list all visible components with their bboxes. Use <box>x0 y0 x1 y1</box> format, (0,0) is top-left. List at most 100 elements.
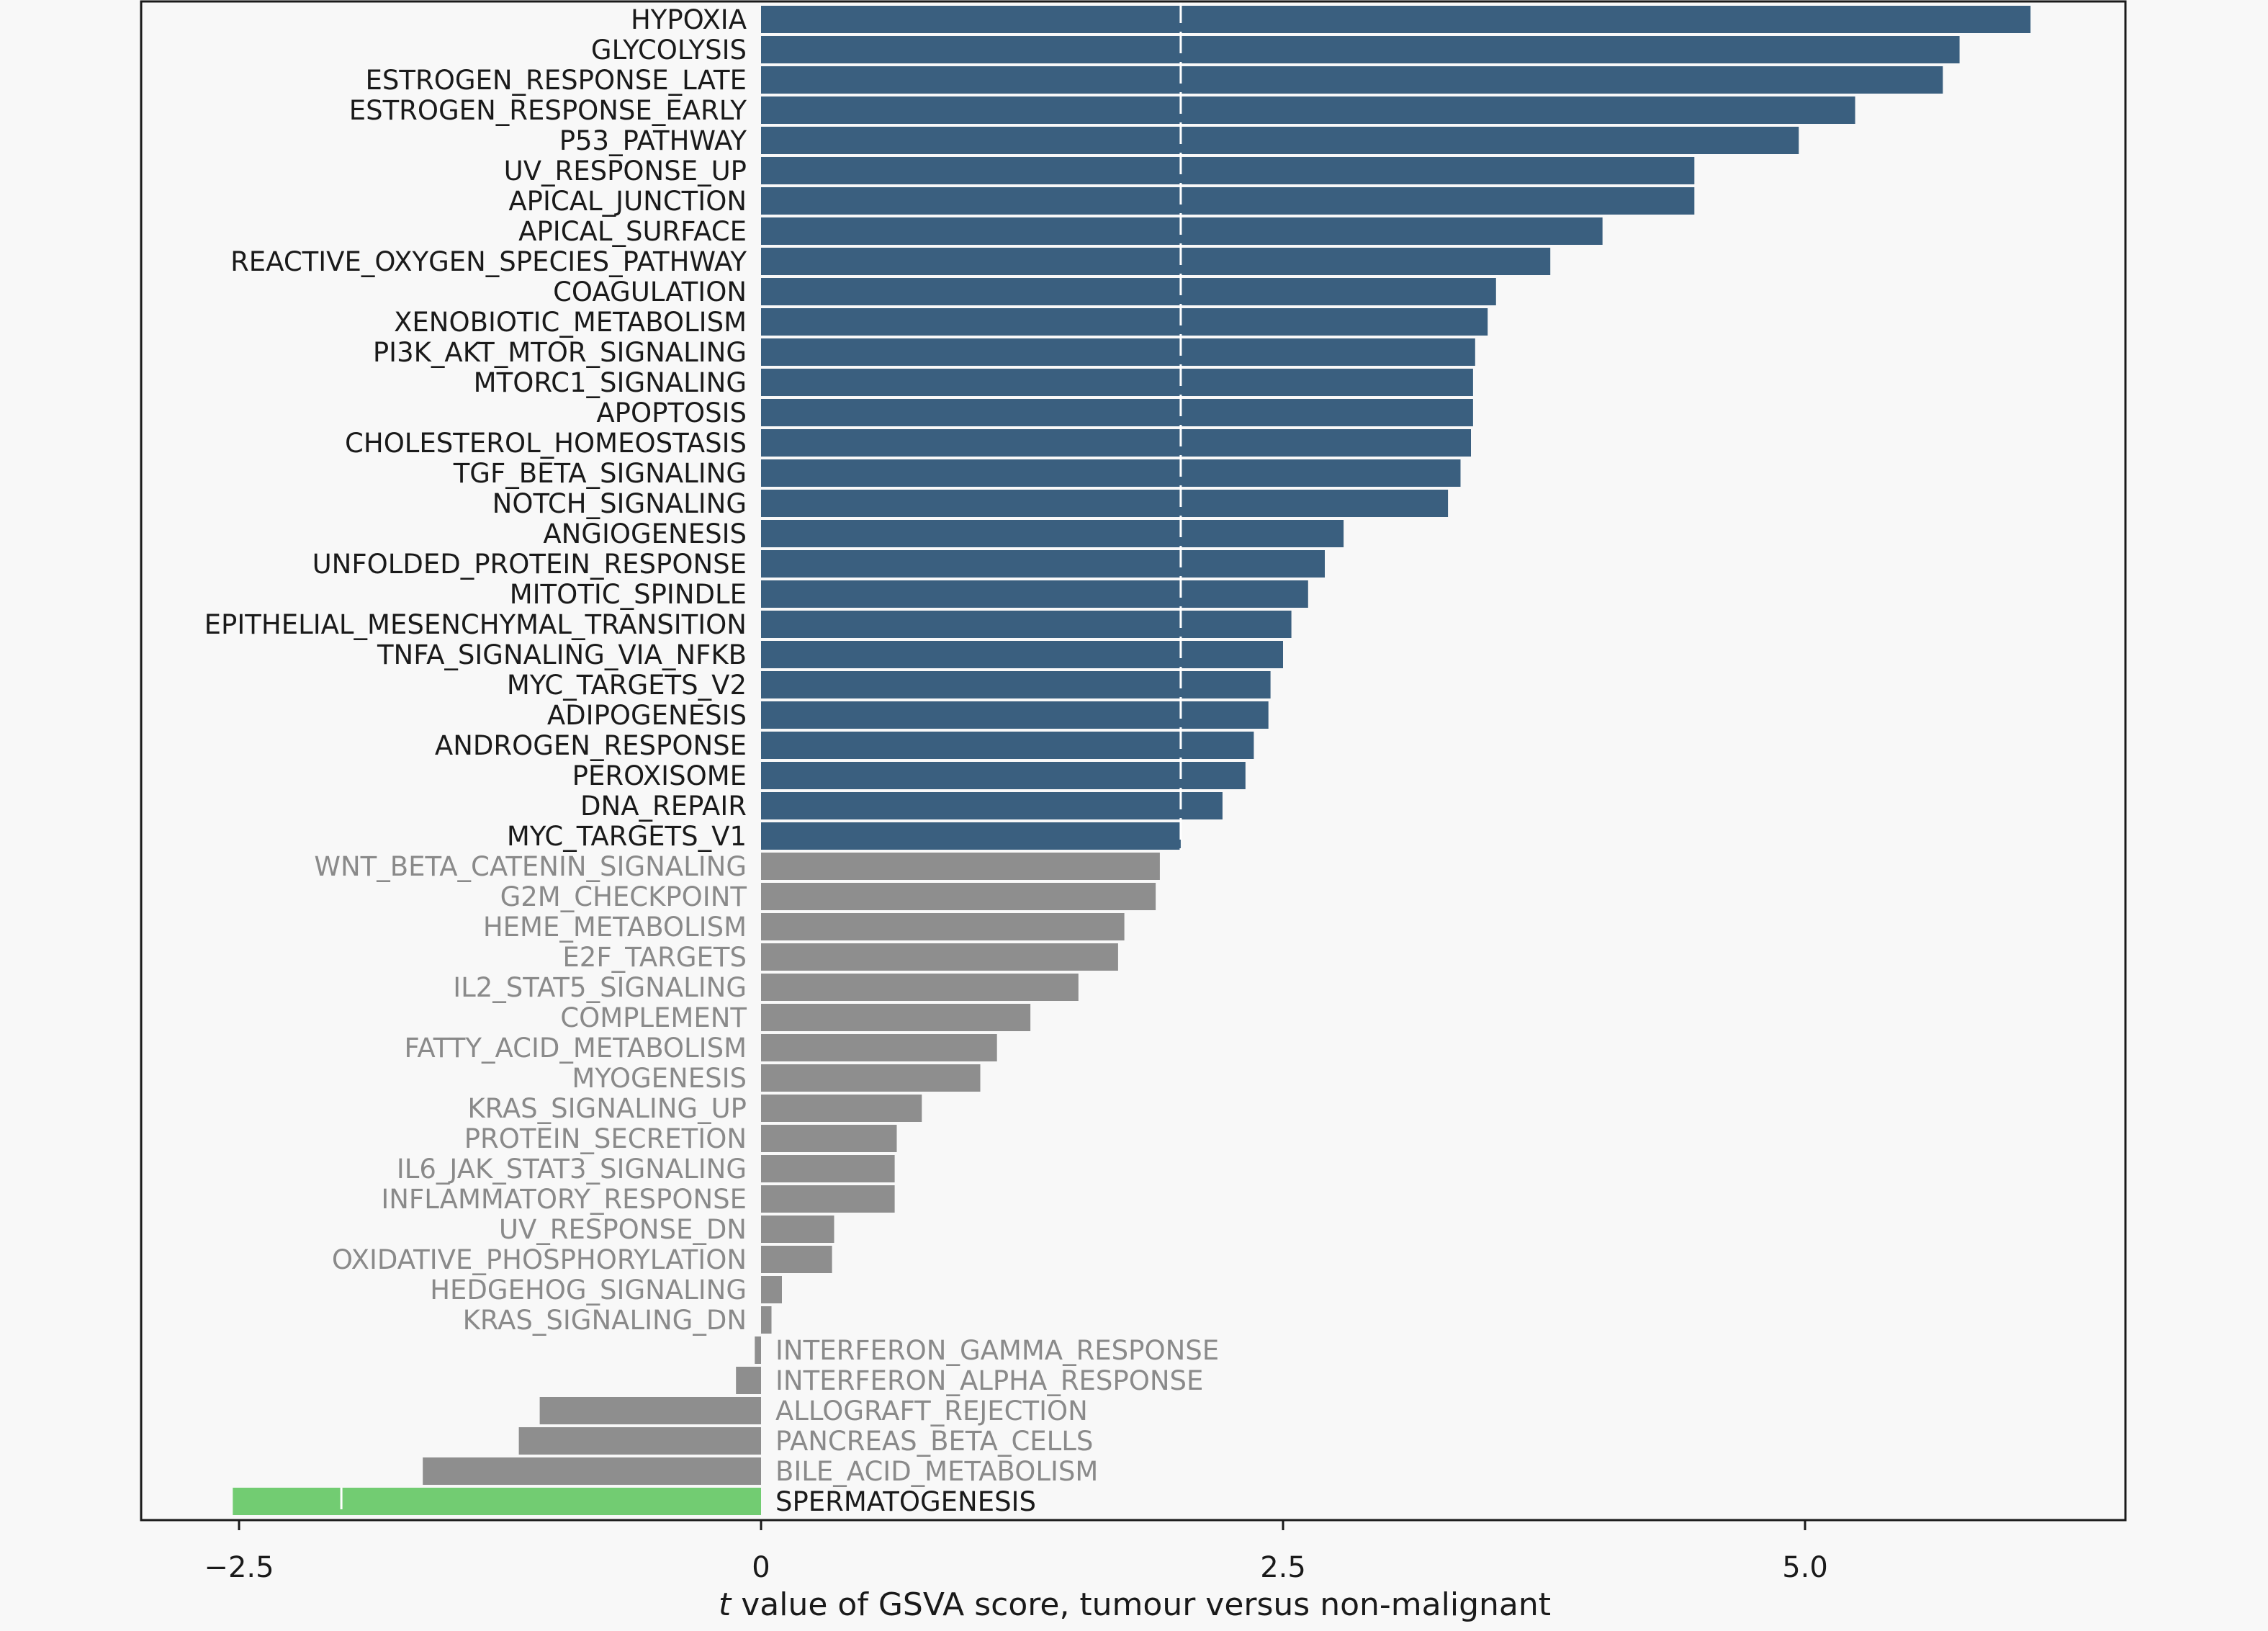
category-label: MITOTIC_SPINDLE <box>510 579 747 610</box>
category-label: BILE_ACID_METABOLISM <box>775 1456 1098 1487</box>
bar-angiogenesis <box>761 520 1344 547</box>
bar-hedgehog-signaling <box>761 1276 782 1303</box>
bar-interferon-alpha-response <box>736 1367 761 1394</box>
category-label: E2F_TARGETS <box>562 942 747 973</box>
category-label: APOPTOSIS <box>596 397 747 428</box>
bar-kras-signaling-up <box>761 1095 922 1122</box>
bar-uv-response-up <box>761 157 1695 184</box>
category-label: HYPOXIA <box>631 4 747 35</box>
category-label: ANDROGEN_RESPONSE <box>435 730 747 761</box>
x-tick-label: 0 <box>752 1551 770 1584</box>
category-label: UV_RESPONSE_UP <box>504 156 747 187</box>
category-label: APICAL_SURFACE <box>518 216 747 247</box>
bar-e2f-targets <box>761 943 1118 971</box>
category-label: IL2_STAT5_SIGNALING <box>453 972 747 1003</box>
bar-estrogen-response-early <box>761 96 1855 124</box>
bar-interferon-gamma-response <box>755 1336 761 1364</box>
category-label: KRAS_SIGNALING_DN <box>463 1305 747 1336</box>
category-label: GLYCOLYSIS <box>591 35 747 66</box>
category-label: TNFA_SIGNALING_VIA_NFKB <box>377 639 747 670</box>
category-label: ALLOGRAFT_REJECTION <box>775 1396 1088 1426</box>
category-label: WNT_BETA_CATENIN_SIGNALING <box>314 851 747 882</box>
category-label: MYC_TARGETS_V1 <box>507 821 747 852</box>
bar-myc-targets-v2 <box>761 671 1271 698</box>
bar-il6-jak-stat3-signaling <box>761 1155 895 1182</box>
category-label: COAGULATION <box>553 277 747 307</box>
category-label: SPERMATOGENESIS <box>775 1486 1036 1517</box>
bar-inflammatory-response <box>761 1185 895 1213</box>
bar-il2-stat5-signaling <box>761 974 1079 1001</box>
x-tick-label: 2.5 <box>1260 1551 1306 1584</box>
category-label: DNA_REPAIR <box>580 791 747 822</box>
category-label: REACTIVE_OXYGEN_SPECIES_PATHWAY <box>230 246 747 277</box>
bar-tgf-beta-signaling <box>761 459 1461 487</box>
x-axis-title-italic-t: t <box>719 1586 732 1623</box>
category-label: ESTROGEN_RESPONSE_LATE <box>366 65 747 96</box>
bar-kras-signaling-dn <box>761 1306 772 1334</box>
bar-unfolded-protein-response <box>761 550 1325 578</box>
category-label: OXIDATIVE_PHOSPHORYLATION <box>332 1244 747 1275</box>
category-label: MYOGENESIS <box>572 1063 747 1094</box>
category-label: HEDGEHOG_SIGNALING <box>430 1275 747 1306</box>
bar-complement <box>761 1004 1031 1031</box>
category-label: TGF_BETA_SIGNALING <box>453 458 747 489</box>
category-label: CHOLESTEROL_HOMEOSTASIS <box>345 428 747 459</box>
bar-fatty-acid-metabolism <box>761 1034 997 1061</box>
bar-tnfa-signaling-via-nfkb <box>761 641 1283 668</box>
category-label: NOTCH_SIGNALING <box>492 488 747 519</box>
bar-allograft-rejection <box>539 1397 761 1424</box>
plot-frame <box>140 0 2127 1522</box>
bar-epithelial-mesenchymal-transition <box>761 611 1292 638</box>
category-label: UV_RESPONSE_DN <box>499 1214 747 1245</box>
bar-adipogenesis <box>761 701 1269 729</box>
threshold-lines <box>340 1 1182 1515</box>
category-label: XENOBIOTIC_METABOLISM <box>394 307 747 338</box>
category-label: G2M_CHECKPOINT <box>500 881 747 912</box>
category-label: ESTROGEN_RESPONSE_EARLY <box>349 95 747 126</box>
bar-hypoxia <box>761 6 2031 33</box>
category-label: PI3K_AKT_MTOR_SIGNALING <box>373 337 747 368</box>
bar-glycolysis <box>761 36 1960 63</box>
bar-coagulation <box>761 278 1496 305</box>
bar-oxidative-phosphorylation <box>761 1246 832 1273</box>
category-label: ADIPOGENESIS <box>547 700 747 731</box>
bar-peroxisome <box>761 762 1246 789</box>
category-label: INTERFERON_ALPHA_RESPONSE <box>775 1365 1203 1396</box>
x-tick-label: −2.5 <box>204 1551 274 1584</box>
bar-myc-targets-v1 <box>761 822 1181 850</box>
category-label: MTORC1_SIGNALING <box>474 367 747 398</box>
bar-dna-repair <box>761 792 1223 819</box>
bar-mtorc1-signaling <box>761 369 1473 396</box>
category-label: INFLAMMATORY_RESPONSE <box>381 1184 747 1215</box>
bar-apoptosis <box>761 399 1473 426</box>
category-label: PROTEIN_SECRETION <box>464 1123 747 1154</box>
x-axis-title-rest: value of GSVA score, tumour versus non-m… <box>731 1586 1551 1623</box>
category-label: FATTY_ACID_METABOLISM <box>404 1033 747 1064</box>
bar-xenobiotic-metabolism <box>761 308 1488 336</box>
bar-uv-response-dn <box>761 1216 834 1243</box>
bar-bile-acid-metabolism <box>423 1457 761 1485</box>
bar-estrogen-response-late <box>761 66 1943 94</box>
category-labels: HYPOXIAGLYCOLYSISESTROGEN_RESPONSE_LATEE… <box>204 4 1219 1517</box>
category-label: HEME_METABOLISM <box>483 912 747 943</box>
bar-wnt-beta-catenin-signaling <box>761 853 1160 880</box>
bar-mitotic-spindle <box>761 580 1308 608</box>
bar-notch-signaling <box>761 490 1449 517</box>
bar-protein-secretion <box>761 1125 897 1152</box>
bar-pancreas-beta-cells <box>518 1427 761 1455</box>
bar-cholesterol-homeostasis <box>761 429 1471 457</box>
category-label: UNFOLDED_PROTEIN_RESPONSE <box>312 549 747 580</box>
category-label: ANGIOGENESIS <box>543 518 747 549</box>
category-label: MYC_TARGETS_V2 <box>507 670 747 701</box>
category-label: INTERFERON_GAMMA_RESPONSE <box>775 1335 1219 1366</box>
category-label: P53_PATHWAY <box>559 125 747 156</box>
category-label: PANCREAS_BETA_CELLS <box>775 1426 1093 1457</box>
bar-g2m-checkpoint <box>761 883 1156 910</box>
category-label: PEROXISOME <box>572 760 747 791</box>
x-tick-label: 5.0 <box>1782 1551 1828 1584</box>
bar-pi3k-akt-mtor-signaling <box>761 338 1475 366</box>
x-axis-title: t value of GSVA score, tumour versus non… <box>719 1586 1551 1623</box>
category-label: IL6_JAK_STAT3_SIGNALING <box>397 1154 747 1185</box>
bar-androgen-response <box>761 732 1254 759</box>
